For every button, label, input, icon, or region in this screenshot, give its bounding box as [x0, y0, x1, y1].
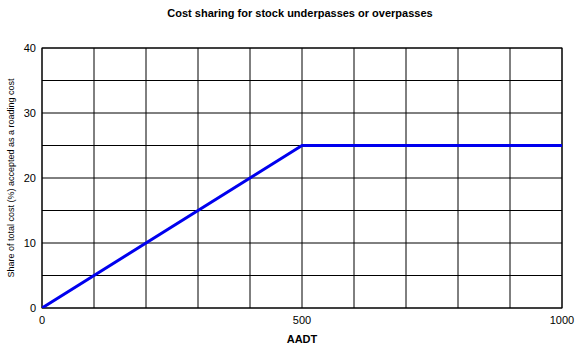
y-tick-label: 0	[30, 302, 36, 314]
y-axis-label: Share of total cost (%) accepted as a ro…	[6, 78, 16, 278]
plot-area	[42, 48, 562, 308]
y-grid-line	[42, 243, 562, 244]
y-tick-label: 20	[24, 172, 36, 184]
x-tick-label: 500	[293, 314, 311, 326]
series-group	[42, 146, 562, 309]
chart-container: 0 500 1000 0 10 20 30 40 Cost sharing for stock …	[0, 0, 580, 353]
y-tick-label: 10	[24, 237, 36, 249]
y-tick-label: 40	[24, 42, 36, 54]
chart-svg: 0 500 1000 0 10 20 30 40 Cost sharing for stock …	[0, 0, 580, 353]
y-minor-grid-line	[42, 210, 562, 211]
chart-title: Cost sharing for stock underpasses or ov…	[167, 7, 432, 19]
y-grid-line	[42, 178, 562, 179]
y-tick-label: 30	[24, 107, 36, 119]
y-grid-line	[42, 113, 562, 114]
x-tick-label: 0	[39, 314, 45, 326]
x-tick-label: 1000	[550, 314, 574, 326]
y-minor-grid-line	[42, 80, 562, 81]
plot-frame	[42, 48, 562, 308]
y-minor-grid-line	[42, 275, 562, 276]
x-axis-label: AADT	[287, 333, 318, 345]
data-line	[42, 146, 562, 309]
